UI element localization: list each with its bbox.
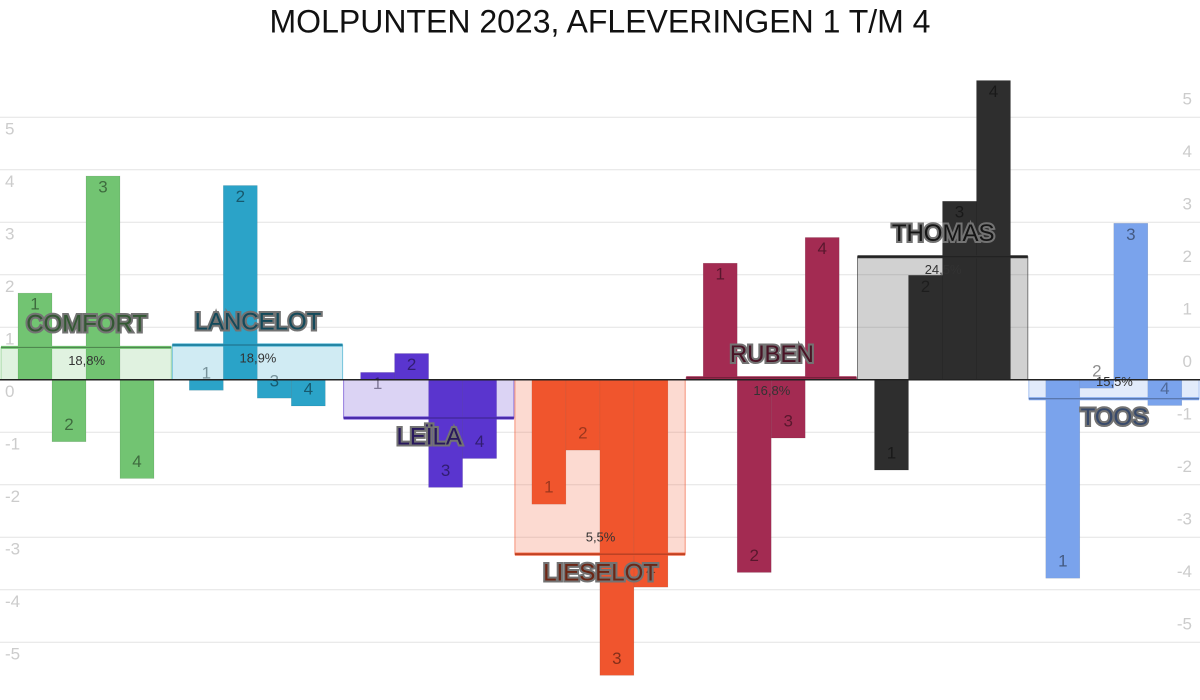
bar-label: 4 [475,432,484,451]
bar [428,379,463,488]
bar-label: 2 [921,277,930,296]
y-tick-label: -5 [5,645,20,664]
y-tick-label: -1 [5,435,20,454]
y-tick-label: -3 [5,540,20,559]
share-label: 24,5% [925,262,962,277]
bar [736,379,772,573]
series-name: COMFORT [26,311,147,338]
bar [1045,379,1081,579]
series-name: THOMAS [892,220,995,247]
y2-tick-label: -5 [1177,615,1192,634]
chart-title: MOLPUNTEN 2023, AFLEVERINGEN 1 T/M 4 [270,3,931,39]
bar [770,379,806,439]
y-tick-label: -2 [5,487,20,506]
bar-label: 1 [715,265,724,284]
bar-label: 2 [407,355,416,374]
bar [223,185,258,380]
bar-label: 3 [612,649,621,668]
bar-label: 1 [887,444,896,463]
y2-tick-label: 5 [1183,90,1192,109]
series-name: RUBEN [730,341,814,368]
share-label: 18,9% [240,350,277,365]
bar [702,262,738,381]
share-label: 18,8% [68,353,105,368]
bar-label: 4 [989,82,998,101]
bar-label: 3 [441,461,450,480]
average-box [171,344,344,381]
bar-label: 4 [132,452,141,471]
bar-label: 3 [270,372,279,391]
y2-tick-label: 1 [1183,300,1192,319]
y-tick-label: 1 [5,330,14,349]
bar [633,379,669,588]
average-box [514,379,686,555]
series-name: LIESELOT [543,560,658,587]
bar [942,201,977,380]
bar [51,379,87,442]
series-name: LEÏLA [397,423,462,450]
average-box [343,379,515,419]
bar-label: 2 [749,546,758,565]
y2-tick-label: -1 [1177,405,1192,424]
y-tick-label: -4 [5,592,20,611]
y2-tick-label: 4 [1183,142,1192,161]
bar [1147,379,1183,406]
y-tick-label: 5 [5,120,14,139]
bar [874,379,909,471]
bar [394,353,429,380]
y2-tick-label: 2 [1183,247,1192,266]
y2-tick-label: 0 [1183,352,1192,371]
y-tick-label: 0 [5,382,14,401]
bar-label: 2 [236,187,245,206]
bar-label: 4 [646,561,655,580]
bar-label: 3 [783,412,792,431]
bar-label: 4 [1160,379,1169,398]
bar-label: 4 [817,239,826,258]
bar-label: 1 [1058,552,1067,571]
average-box [857,256,1029,381]
bar-label: 1 [202,364,211,383]
bar-label: 2 [64,415,73,434]
bar [291,379,326,407]
y2-tick-label: -2 [1177,457,1192,476]
y-tick-label: 4 [5,172,14,191]
bar [599,379,635,676]
y2-tick-label: -3 [1177,510,1192,529]
bar-label: 1 [544,478,553,497]
bar-label: 1 [30,295,39,314]
bar [908,275,943,380]
share-label: 15,5% [1096,374,1133,389]
y2-tick-label: -4 [1177,562,1192,581]
bar-label: 3 [955,203,964,222]
bar [17,292,53,380]
bar-label: 2 [578,424,587,443]
bar [531,379,567,505]
series-name: TOOS [1081,404,1149,431]
bar [1113,223,1149,380]
share-label: 5,5% [586,530,616,545]
y-tick-label: 2 [5,277,14,296]
bar-label: 1 [373,374,382,393]
y2-tick-label: 3 [1183,195,1192,214]
bar-label: 4 [304,379,313,398]
bar-label: 2 [1092,362,1101,381]
share-label: 16,8% [753,383,790,398]
bar [804,237,840,380]
series-name: LANCELOT [195,308,322,335]
bar [976,80,1011,380]
y-tick-label: 3 [5,225,14,244]
average-box [0,346,172,381]
bar [119,379,155,479]
bar-label: 3 [98,178,107,197]
bar [565,379,601,451]
bar-label: 3 [1126,225,1135,244]
